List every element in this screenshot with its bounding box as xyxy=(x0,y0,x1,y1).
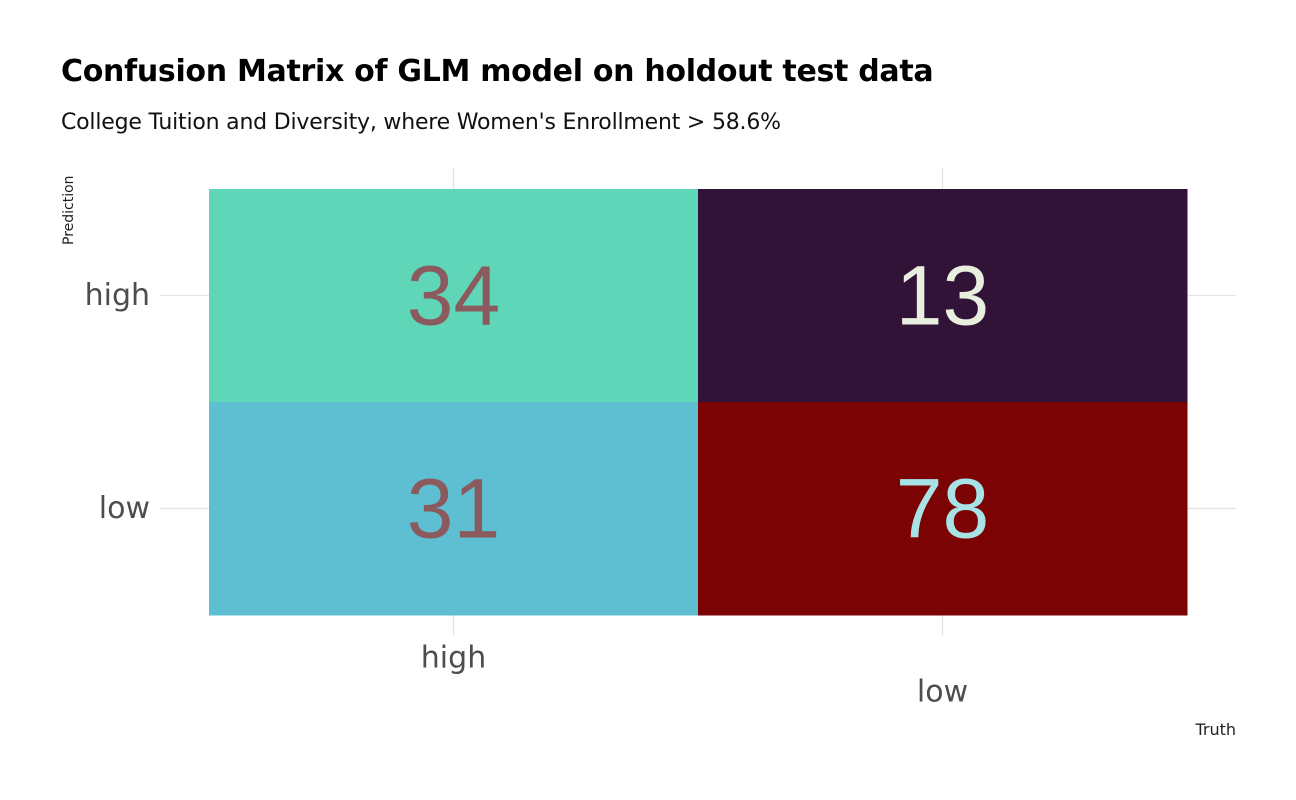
chart-title: Confusion Matrix of GLM model on holdout… xyxy=(61,54,934,89)
x-tick-label-high: high xyxy=(421,641,486,676)
cell-high-low xyxy=(698,189,1188,403)
cell-low-low xyxy=(698,402,1188,616)
y-tick-label-high: high xyxy=(85,278,150,313)
cell-value-low-high: 31 xyxy=(407,462,500,556)
chart-subtitle: College Tuition and Diversity, where Wom… xyxy=(61,110,781,135)
cell-value-low-low: 78 xyxy=(896,462,989,556)
y-axis-title: Prediction xyxy=(61,175,77,245)
cell-value-high-low: 13 xyxy=(896,249,989,343)
cell-high-high xyxy=(209,189,699,403)
x-axis-title: Truth xyxy=(1194,720,1236,739)
y-tick-label-low: low xyxy=(99,491,150,526)
x-tick-label-low: low xyxy=(917,675,968,710)
cell-labels: 34 13 31 78 xyxy=(407,249,989,556)
cell-low-high xyxy=(209,402,699,616)
axis-ticks: high low high low xyxy=(85,278,969,710)
matrix-cells xyxy=(209,189,1188,616)
cell-value-high-high: 34 xyxy=(407,249,500,343)
